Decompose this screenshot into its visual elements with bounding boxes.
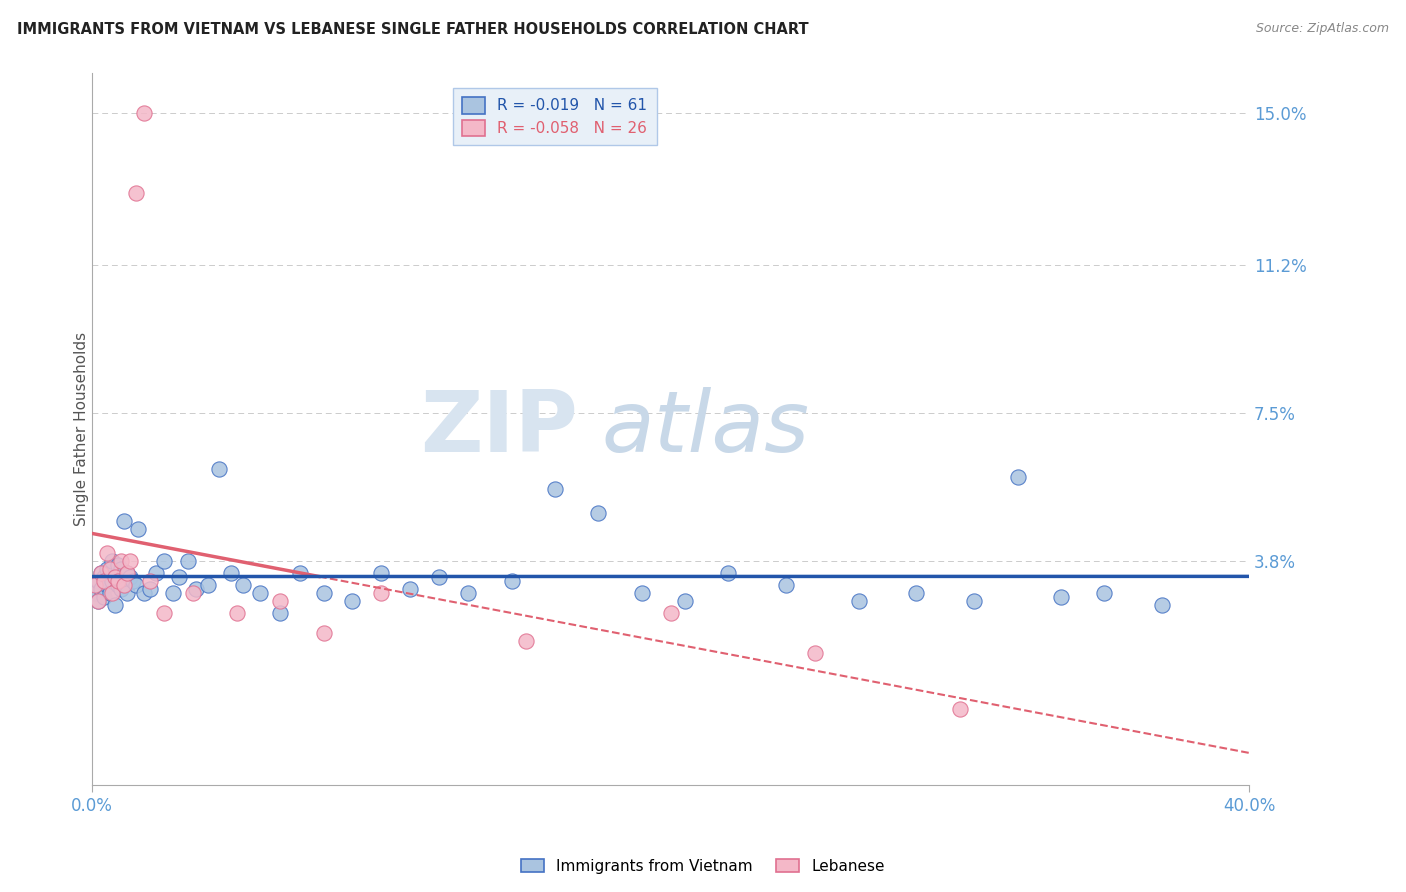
Point	[1152, 598, 1174, 612]
Text: Source: ZipAtlas.com: Source: ZipAtlas.com	[1256, 22, 1389, 36]
Point	[134, 106, 156, 120]
Point	[93, 570, 115, 584]
Point	[588, 506, 610, 520]
Point	[225, 606, 247, 620]
Point	[98, 562, 121, 576]
Text: IMMIGRANTS FROM VIETNAM VS LEBANESE SINGLE FATHER HOUSEHOLDS CORRELATION CHART: IMMIGRANTS FROM VIETNAM VS LEBANESE SING…	[17, 22, 808, 37]
Point	[101, 586, 124, 600]
Point	[93, 574, 115, 588]
Point	[139, 574, 162, 588]
Point	[176, 554, 198, 568]
Text: ZIP: ZIP	[420, 387, 578, 470]
Point	[630, 586, 652, 600]
Point	[949, 702, 972, 716]
Point	[167, 570, 190, 584]
Point	[110, 562, 132, 576]
Point	[399, 582, 422, 596]
Point	[905, 586, 928, 600]
Point	[124, 578, 146, 592]
Point	[848, 594, 870, 608]
Point	[107, 574, 129, 588]
Point	[110, 582, 132, 596]
Point	[112, 578, 135, 592]
Point	[87, 574, 110, 588]
Point	[153, 606, 176, 620]
Point	[427, 570, 450, 584]
Point	[269, 606, 291, 620]
Point	[269, 594, 291, 608]
Point	[183, 586, 205, 600]
Point	[186, 582, 208, 596]
Point	[107, 558, 129, 572]
Legend: Immigrants from Vietnam, Lebanese: Immigrants from Vietnam, Lebanese	[515, 853, 891, 880]
Point	[104, 570, 127, 584]
Point	[98, 586, 121, 600]
Point	[84, 578, 107, 592]
Point	[232, 578, 254, 592]
Point	[118, 570, 141, 584]
Point	[101, 554, 124, 568]
Point	[804, 646, 827, 660]
Point	[544, 482, 567, 496]
Point	[219, 566, 242, 580]
Point	[515, 633, 537, 648]
Point	[197, 578, 219, 592]
Point	[87, 594, 110, 608]
Point	[124, 186, 146, 200]
Point	[342, 594, 364, 608]
Point	[90, 566, 112, 580]
Point	[659, 606, 682, 620]
Point	[775, 578, 797, 592]
Point	[153, 554, 176, 568]
Point	[112, 514, 135, 528]
Point	[127, 522, 149, 536]
Point	[118, 554, 141, 568]
Point	[1007, 470, 1029, 484]
Point	[312, 586, 335, 600]
Point	[115, 566, 138, 580]
Point	[115, 586, 138, 600]
Point	[96, 546, 118, 560]
Point	[98, 566, 121, 580]
Point	[90, 582, 112, 596]
Point	[145, 566, 167, 580]
Point	[139, 582, 162, 596]
Point	[290, 566, 312, 580]
Point	[104, 570, 127, 584]
Point	[87, 594, 110, 608]
Point	[370, 566, 392, 580]
Point	[501, 574, 523, 588]
Point	[104, 598, 127, 612]
Point	[208, 462, 231, 476]
Legend: R = -0.019   N = 61, R = -0.058   N = 26: R = -0.019 N = 61, R = -0.058 N = 26	[453, 87, 657, 145]
Point	[107, 578, 129, 592]
Point	[370, 586, 392, 600]
Point	[249, 586, 271, 600]
Point	[162, 586, 184, 600]
Point	[110, 554, 132, 568]
Point	[96, 578, 118, 592]
Point	[963, 594, 986, 608]
Point	[673, 594, 696, 608]
Point	[312, 625, 335, 640]
Point	[1094, 586, 1116, 600]
Point	[115, 566, 138, 580]
Point	[134, 586, 156, 600]
Point	[121, 574, 143, 588]
Point	[90, 566, 112, 580]
Point	[93, 590, 115, 604]
Point	[1050, 590, 1073, 604]
Y-axis label: Single Father Households: Single Father Households	[73, 332, 89, 526]
Point	[717, 566, 740, 580]
Point	[84, 586, 107, 600]
Text: atlas: atlas	[602, 387, 810, 470]
Point	[457, 586, 479, 600]
Point	[101, 574, 124, 588]
Point	[96, 562, 118, 576]
